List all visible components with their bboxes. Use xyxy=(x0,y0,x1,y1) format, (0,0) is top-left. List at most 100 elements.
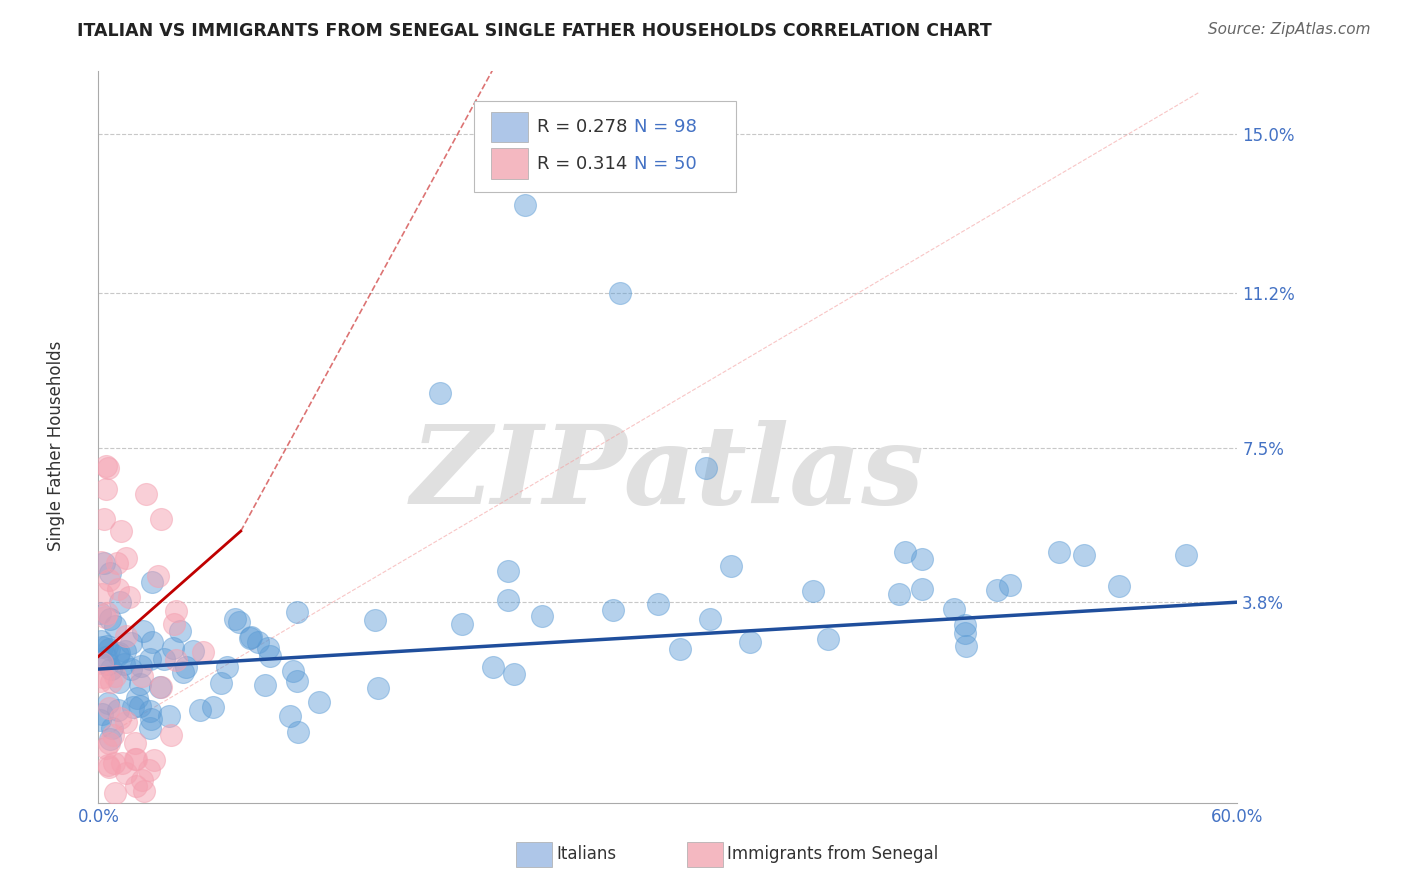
Point xyxy=(115,551,138,566)
Point xyxy=(124,752,146,766)
Point xyxy=(105,556,128,570)
Point xyxy=(98,573,121,587)
Point xyxy=(107,582,129,597)
Point xyxy=(94,610,117,624)
Point xyxy=(138,652,160,666)
Text: Italians: Italians xyxy=(557,845,616,863)
Point xyxy=(699,612,721,626)
Point xyxy=(254,678,277,692)
Point xyxy=(943,602,966,616)
FancyBboxPatch shape xyxy=(491,148,527,179)
Point xyxy=(122,700,145,714)
Point xyxy=(108,595,131,609)
Point xyxy=(150,680,173,694)
Point xyxy=(90,555,112,569)
Point xyxy=(801,584,824,599)
Point xyxy=(91,640,114,654)
Point xyxy=(174,659,197,673)
FancyBboxPatch shape xyxy=(688,842,723,867)
Point xyxy=(285,673,308,688)
Point xyxy=(364,614,387,628)
Point xyxy=(515,198,537,212)
Point xyxy=(90,656,112,670)
Point xyxy=(247,635,270,649)
Point xyxy=(127,690,149,705)
Point xyxy=(482,660,505,674)
Point xyxy=(110,524,132,538)
Point xyxy=(114,644,136,658)
Point xyxy=(114,629,136,643)
Point xyxy=(215,660,238,674)
Point xyxy=(181,644,204,658)
Point xyxy=(98,732,121,747)
Point xyxy=(138,763,160,777)
Point xyxy=(148,569,170,583)
Point xyxy=(139,721,162,735)
Point xyxy=(281,664,304,678)
Point xyxy=(150,512,173,526)
Point xyxy=(101,722,124,736)
Point xyxy=(169,624,191,639)
Point xyxy=(285,606,308,620)
Point xyxy=(955,639,977,653)
Text: N = 50: N = 50 xyxy=(634,154,696,172)
Text: N = 98: N = 98 xyxy=(634,118,696,136)
Point xyxy=(602,603,624,617)
Point xyxy=(162,641,184,656)
Point xyxy=(129,699,152,714)
Point xyxy=(98,612,121,626)
Point xyxy=(256,641,278,656)
Point xyxy=(91,670,114,684)
Point xyxy=(451,616,474,631)
Point xyxy=(125,752,148,766)
Point xyxy=(128,677,150,691)
Point xyxy=(132,624,155,639)
Point xyxy=(135,487,157,501)
Point xyxy=(149,680,172,694)
Point xyxy=(108,710,131,724)
Point xyxy=(134,783,156,797)
Point xyxy=(157,709,180,723)
Point xyxy=(141,635,163,649)
Point xyxy=(89,607,111,621)
Point xyxy=(96,458,118,473)
Point xyxy=(120,636,142,650)
Point xyxy=(94,483,117,497)
Point xyxy=(97,696,120,710)
Point xyxy=(96,606,118,620)
Point xyxy=(143,752,166,766)
Point xyxy=(201,699,224,714)
Point xyxy=(97,461,120,475)
Point xyxy=(107,648,129,662)
Point xyxy=(100,662,122,676)
Point xyxy=(101,728,124,742)
Point xyxy=(89,674,111,689)
Point xyxy=(93,511,115,525)
Point xyxy=(647,597,669,611)
Point xyxy=(429,386,451,401)
Point xyxy=(112,657,135,671)
Point xyxy=(118,590,141,604)
Point xyxy=(131,772,153,787)
Point xyxy=(90,706,112,721)
Point xyxy=(97,701,120,715)
Point xyxy=(496,564,519,578)
Point xyxy=(90,634,112,648)
Point xyxy=(228,615,250,630)
Point xyxy=(259,649,281,664)
FancyBboxPatch shape xyxy=(474,101,737,192)
Point xyxy=(953,625,976,640)
Point xyxy=(239,631,262,645)
Point xyxy=(911,551,934,566)
Point xyxy=(97,757,120,772)
Point xyxy=(738,635,761,649)
Point xyxy=(720,558,742,573)
Point xyxy=(953,618,976,632)
Point xyxy=(97,657,120,672)
Point xyxy=(125,779,148,793)
Point xyxy=(367,681,389,695)
Point xyxy=(96,740,118,755)
Point xyxy=(160,728,183,742)
Text: Source: ZipAtlas.com: Source: ZipAtlas.com xyxy=(1208,22,1371,37)
Point xyxy=(1174,548,1197,562)
